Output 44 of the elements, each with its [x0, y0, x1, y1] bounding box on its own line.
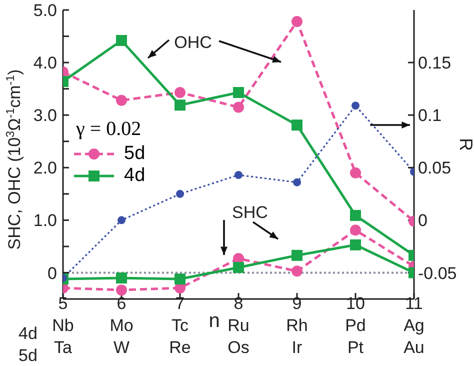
y2-tick-label: 0: [418, 211, 428, 230]
y2-tick-label: -0.05: [418, 264, 457, 283]
legend-label: 4d: [124, 165, 146, 187]
point: [293, 178, 301, 186]
point: [118, 216, 126, 224]
point: [350, 239, 361, 250]
text: 4d: [18, 324, 38, 343]
point: [352, 102, 360, 110]
point: [233, 102, 244, 113]
legend-title: γ = 0.02: [75, 118, 142, 141]
y-tick-label: 4.0: [33, 54, 57, 73]
point: [292, 16, 302, 28]
y2-axis-title: R: [456, 138, 474, 151]
point: [233, 262, 244, 273]
y-tick-label: 0: [48, 264, 57, 283]
y2-tick-label: 0.15: [418, 54, 452, 73]
y2-tick-label: 0.05: [418, 158, 452, 178]
point: [116, 272, 127, 284]
annotation: OHC: [174, 33, 212, 52]
legend-label: 5d: [124, 143, 146, 165]
point: [350, 167, 361, 178]
point: [174, 86, 186, 98]
x-axis-title: n: [208, 310, 220, 332]
point: [116, 94, 127, 106]
point: [350, 224, 361, 236]
annotation: SHC: [232, 203, 268, 222]
y2-tick-label: 0.1: [418, 106, 442, 126]
y-tick-label: 3.0: [33, 106, 57, 126]
point: [350, 210, 361, 221]
point: [176, 190, 184, 198]
point: [116, 284, 127, 296]
point: [292, 250, 302, 261]
x-tick-label: 5 Nb Ta: [52, 294, 74, 357]
point: [174, 100, 186, 111]
point: [292, 266, 302, 277]
point: [174, 274, 186, 285]
y-tick-label: 1.0: [33, 211, 57, 230]
y-tick-label: 2.0: [33, 158, 57, 178]
point: [116, 34, 127, 46]
point: [234, 170, 242, 179]
y-tick-label: 5.0: [33, 1, 57, 20]
text: 5d: [18, 346, 38, 365]
point: [233, 86, 244, 98]
point: [292, 120, 302, 131]
